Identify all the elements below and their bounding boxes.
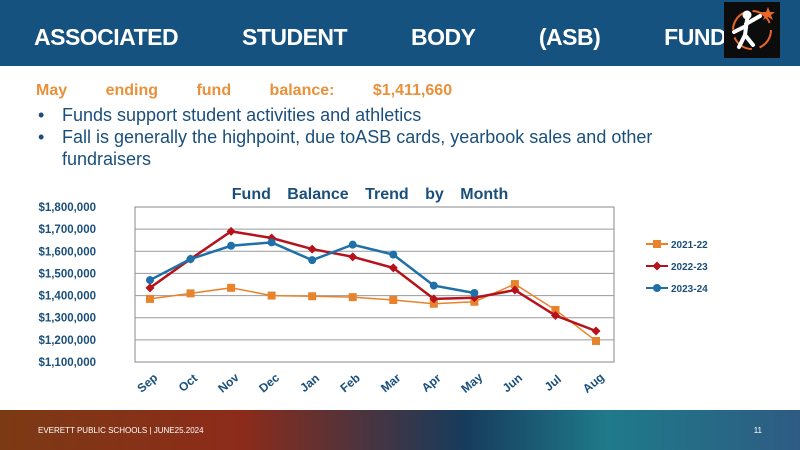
page-number: 11	[753, 426, 762, 435]
x-tick-label: Sep	[134, 370, 160, 395]
y-tick-label: $1,500,000	[38, 268, 96, 280]
x-tick-label: May	[458, 370, 485, 396]
footer-text: EVERETT PUBLIC SCHOOLS | JUNE25.2024	[38, 426, 204, 435]
data-point	[389, 250, 398, 259]
data-point	[348, 240, 357, 249]
y-tick-label: $1,300,000	[38, 313, 96, 325]
data-point	[308, 256, 317, 265]
data-point	[429, 299, 438, 308]
series-line-2021-22	[149, 283, 597, 342]
data-point	[591, 326, 601, 336]
legend-marker	[652, 261, 662, 271]
data-point	[146, 276, 154, 285]
fund-balance-chart: $1,100,000 $1,200,000 $1,300,000 $1,400,000…	[38, 202, 708, 396]
bullet-item: Funds support student activities and ath…	[38, 104, 738, 126]
data-point	[470, 288, 479, 297]
x-tick-label: Aug	[580, 370, 607, 396]
y-tick-label: $1,700,000	[38, 224, 96, 236]
data-point	[510, 280, 519, 289]
legend-marker	[653, 240, 661, 248]
x-tick-label: Mar	[378, 371, 404, 396]
data-point	[348, 293, 357, 302]
x-tick-label: Dec	[256, 370, 282, 395]
slide-title: ASSOCIATED STUDENT BODY (ASB) FUND	[34, 24, 727, 50]
plot-area	[134, 206, 615, 363]
legend-label: 2023-24	[671, 284, 708, 295]
data-point	[146, 294, 154, 303]
y-tick-label: $1,600,000	[38, 246, 96, 258]
data-point	[429, 281, 438, 290]
data-point	[145, 283, 155, 293]
data-point	[308, 292, 317, 301]
bullet-item: Fall is generally the highpoint, due toA…	[38, 126, 738, 170]
data-point	[267, 291, 276, 300]
x-tick-label: Jan	[297, 371, 322, 395]
data-point	[592, 336, 600, 345]
data-point	[186, 255, 195, 264]
x-tick-label: Jul	[542, 372, 564, 394]
x-tick-label: Oct	[176, 371, 200, 395]
chart-title: Fund Balance Trend by Month	[231, 186, 509, 203]
series-line-2022-23	[149, 230, 597, 333]
data-point	[186, 289, 195, 298]
y-tick-label: $1,400,000	[38, 291, 96, 303]
data-point	[551, 305, 560, 314]
ending-balance-text: May ending fund balance: $1,411,660	[36, 82, 453, 99]
x-tick-label: Feb	[337, 371, 362, 395]
y-tick-label: $1,200,000	[38, 335, 96, 347]
data-point	[510, 285, 520, 295]
data-point	[226, 226, 236, 236]
x-tick-label: Nov	[215, 370, 242, 396]
data-point	[267, 238, 276, 247]
data-point	[429, 294, 439, 304]
data-point	[307, 244, 317, 254]
y-tick-label: $1,100,000	[38, 357, 96, 369]
x-tick-label: Jun	[500, 371, 525, 395]
data-point	[550, 311, 560, 320]
bullet-list: Funds support student activities and ath…	[38, 104, 738, 170]
legend-label: 2022-23	[671, 262, 708, 273]
data-point	[348, 252, 358, 262]
y-tick-label: $1,800,000	[38, 202, 96, 214]
data-point	[227, 241, 236, 250]
title-bar: ASSOCIATED STUDENT BODY (ASB) FUND	[0, 0, 800, 66]
data-point	[388, 263, 398, 273]
legend-marker	[653, 284, 661, 292]
legend-label: 2021-22	[671, 240, 708, 251]
footer-bar: EVERETT PUBLIC SCHOOLS | JUNE25.2024 11	[0, 410, 800, 450]
data-point	[389, 296, 398, 304]
data-point	[227, 283, 236, 292]
x-tick-label: Apr	[419, 371, 444, 395]
star-figure-logo-icon	[724, 2, 780, 58]
